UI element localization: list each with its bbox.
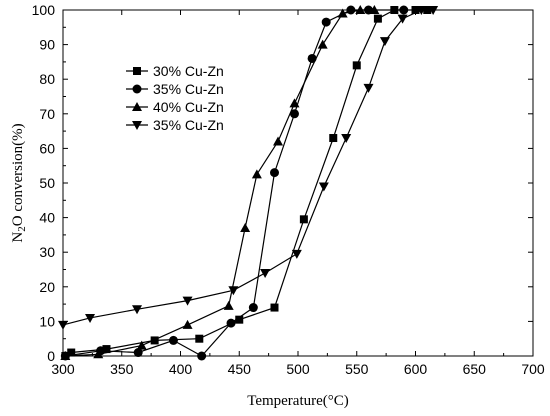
y-tick-label: 10 [39, 313, 55, 329]
data-point [411, 6, 420, 14]
legend-entry: 35% Cu-Zn [126, 117, 224, 133]
data-point [223, 300, 234, 310]
data-point [85, 313, 96, 323]
data-point [291, 249, 302, 259]
data-point [341, 134, 352, 144]
data-point [373, 14, 382, 23]
axis-ticks: 300 350 400 450 500 550 600 650 700 0 10 20 30 40 50 60… [32, 2, 545, 377]
y-axis-title-part-2: O conversion(%) [10, 123, 26, 226]
data-point [273, 136, 284, 146]
y-tick-label: 60 [39, 140, 55, 156]
legend-label: 30% Cu-Zn [153, 63, 224, 79]
legend-entry: 35% Cu-Zn [126, 81, 224, 97]
y-tick-label: 100 [32, 2, 56, 18]
data-point [270, 303, 279, 312]
data-point [397, 14, 408, 24]
series-3 [60, 5, 380, 360]
legend-marker [132, 84, 142, 94]
y-tick-label: 30 [39, 244, 55, 260]
data-point [260, 268, 271, 278]
data-point [168, 335, 178, 345]
data-point [150, 336, 159, 345]
data-point [132, 305, 143, 315]
legend-entry: 30% Cu-Zn [126, 63, 224, 79]
data-point [337, 8, 348, 18]
data-point [289, 109, 299, 119]
data-point [182, 296, 193, 306]
data-point [318, 182, 329, 192]
data-point [369, 5, 380, 14]
data-point [60, 351, 71, 360]
y-tick-label: 40 [39, 210, 55, 226]
data-point [197, 351, 207, 361]
x-tick-label: 700 [521, 361, 545, 377]
data-point [352, 61, 361, 70]
data-point [355, 5, 366, 14]
data-point [251, 169, 262, 179]
x-tick-label: 400 [169, 361, 193, 377]
data-point [307, 53, 317, 63]
legend: 30% Cu-Zn 35% Cu-Zn 40% Cu-Zn 35% Cu-Zn [126, 63, 224, 133]
data-point [195, 334, 204, 343]
y-tick-label: 70 [39, 106, 55, 122]
data-point [428, 6, 439, 15]
series-line [65, 9, 404, 357]
y-tick-label: 0 [47, 348, 55, 364]
data-point [289, 98, 300, 108]
plot-frame [62, 9, 534, 357]
data-point [416, 6, 427, 15]
x-tick-label: 500 [286, 361, 310, 377]
series-4 [58, 6, 439, 330]
series-layer [58, 5, 439, 361]
data-point [270, 168, 279, 178]
data-point [228, 286, 239, 296]
x-axis-title: Temperature(°C) [247, 393, 349, 409]
data-point [399, 5, 409, 15]
data-point [102, 345, 111, 354]
y-axis-title-subscript: 2 [16, 226, 28, 232]
y-tick-label: 80 [39, 71, 55, 87]
data-point [133, 348, 143, 358]
y-axis-title-part-1: N [10, 232, 26, 243]
data-point [321, 17, 331, 27]
x-tick-label: 650 [463, 361, 487, 377]
series-2 [60, 5, 409, 361]
data-point [235, 315, 244, 324]
data-point [363, 83, 374, 93]
legend-marker [132, 102, 142, 111]
data-point [299, 215, 308, 224]
data-point [329, 134, 338, 143]
y-tick-label: 20 [39, 279, 55, 295]
data-point [93, 349, 104, 359]
x-tick-label: 600 [404, 361, 428, 377]
data-point [67, 348, 76, 357]
data-point [58, 320, 68, 330]
legend-entry: 40% Cu-Zn [126, 99, 224, 115]
data-point [346, 5, 356, 15]
series-1 [61, 6, 432, 360]
data-point [226, 318, 236, 328]
data-point [182, 319, 193, 329]
data-point [379, 37, 390, 47]
x-tick-label: 300 [51, 361, 75, 377]
data-point [240, 222, 251, 232]
legend-marker [133, 67, 141, 75]
legend-label: 40% Cu-Zn [153, 99, 224, 115]
x-tick-label: 550 [345, 361, 369, 377]
x-tick-label: 350 [110, 361, 134, 377]
series-line [62, 9, 434, 326]
data-point [248, 303, 258, 313]
legend-label: 35% Cu-Zn [153, 117, 224, 133]
data-point [136, 340, 147, 350]
legend-label: 35% Cu-Zn [153, 81, 224, 97]
y-axis-title: N2O conversion(%) [10, 123, 28, 242]
x-tick-label: 450 [228, 361, 252, 377]
series-line [64, 9, 428, 357]
data-point [317, 39, 328, 49]
y-tick-label: 90 [39, 37, 55, 53]
y-tick-label: 50 [39, 175, 55, 191]
legend-marker [132, 121, 142, 130]
